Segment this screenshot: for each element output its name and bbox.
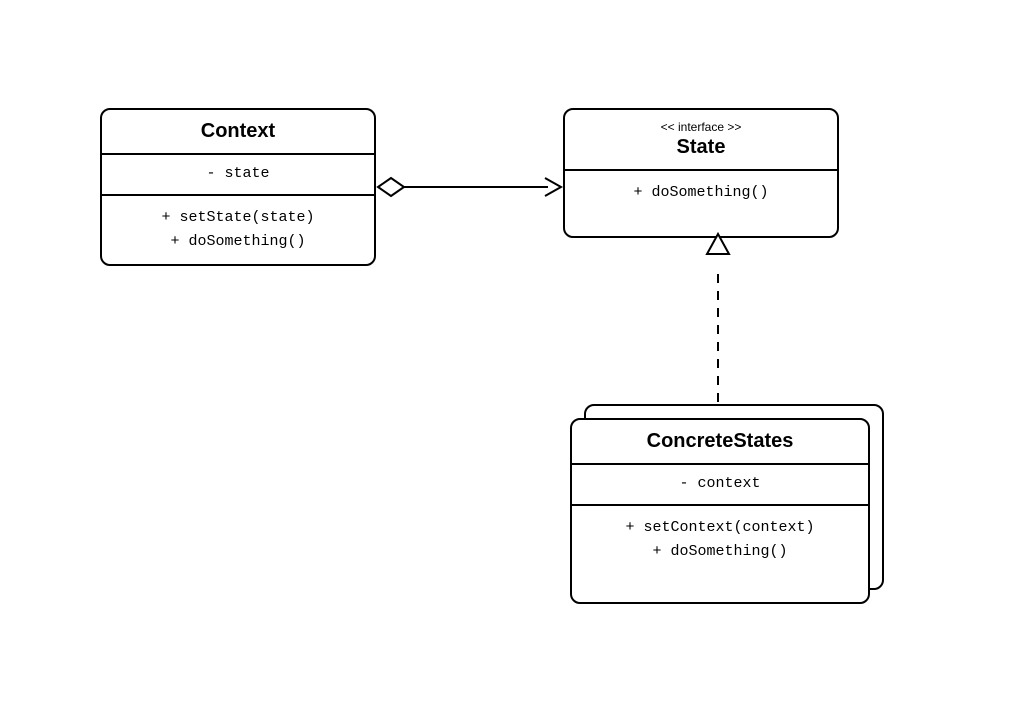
operation: + setContext(context) <box>578 516 862 540</box>
class-title: << interface >> State <box>565 110 837 171</box>
operation: + doSomething() <box>578 540 862 564</box>
diagram-canvas: Context - state + setState(state) + doSo… <box>0 0 1020 706</box>
uml-class-context: Context - state + setState(state) + doSo… <box>100 108 376 266</box>
operation: + doSomething() <box>571 181 831 205</box>
class-title: Context <box>102 110 374 155</box>
class-attributes: - context <box>572 465 868 506</box>
operation: + setState(state) <box>108 206 368 230</box>
attribute: - state <box>108 163 368 186</box>
class-operations: + setContext(context) + doSomething() <box>572 506 868 576</box>
uml-class-concrete-states: ConcreteStates - context + setContext(co… <box>570 418 870 604</box>
class-operations: + doSomething() <box>565 171 837 217</box>
class-title-text: State <box>677 136 726 158</box>
stereotype: << interface >> <box>571 120 831 134</box>
class-operations: + setState(state) + doSomething() <box>102 196 374 266</box>
class-title: ConcreteStates <box>572 420 868 465</box>
class-attributes: - state <box>102 155 374 196</box>
uml-interface-state: << interface >> State + doSomething() <box>563 108 839 238</box>
operation: + doSomething() <box>108 230 368 254</box>
attribute: - context <box>578 473 862 496</box>
